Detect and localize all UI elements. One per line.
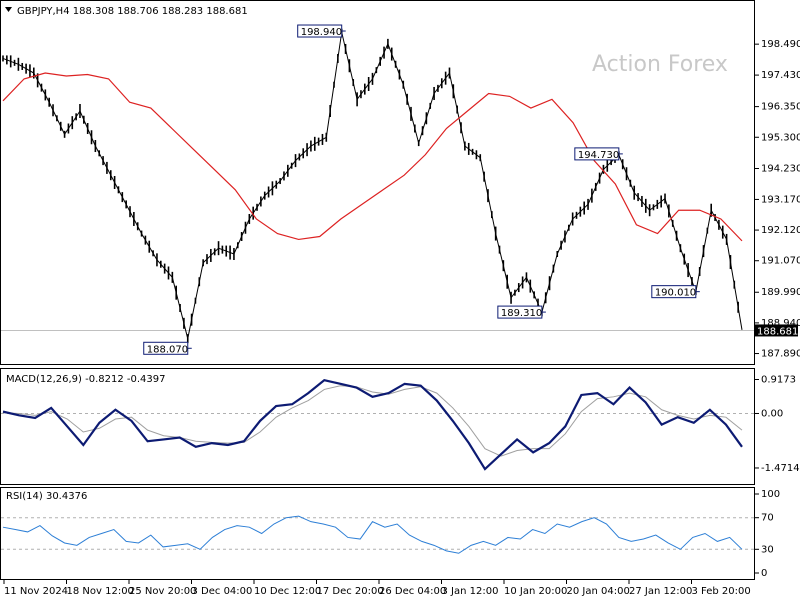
macd-axis: 0.9173 0.00 -1.4714: [1, 375, 800, 474]
time-tick-label: 26 Dec 04:00: [379, 586, 446, 597]
time-tick-label: 10 Dec 12:00: [254, 586, 321, 597]
price-tick-label: 187.890: [761, 349, 800, 360]
time-tick-label: 17 Dec 20:00: [317, 586, 384, 597]
price-tick-label: 195.300: [761, 132, 800, 143]
price-callout-label: 190.010: [655, 288, 696, 299]
macd-tick-label: 0.9173: [761, 375, 796, 386]
macd-title: MACD(12,26,9) -0.8212 -0.4397: [6, 374, 166, 385]
time-tick-label: 27 Jan 12:00: [629, 586, 692, 597]
time-tick-label: 3 Jan 12:00: [442, 586, 499, 597]
rsi-tick-label: 30: [761, 544, 774, 555]
rsi-pane-frame: [0, 487, 755, 580]
rsi-tick-label: 70: [761, 513, 774, 524]
rsi-tick-label: 100: [761, 489, 780, 500]
price-tick-label: 196.350: [761, 102, 800, 113]
rsi-line: [2, 515, 743, 554]
watermark: Action Forex: [592, 52, 728, 77]
rsi-title: RSI(14) 30.4376: [6, 491, 87, 502]
current-price-label: 188.681: [757, 326, 798, 337]
price-callout-label: 198.940: [301, 27, 342, 38]
price-tick-label: 193.170: [761, 194, 800, 205]
moving-average-line: [2, 72, 743, 242]
current-price-tag: [755, 324, 798, 337]
time-tick-label: 3 Feb 20:00: [692, 586, 751, 597]
price-tick-label: 197.430: [761, 70, 800, 81]
price-callouts: 198.940 194.730 190.010 189.310 188.070: [143, 24, 700, 355]
price-callout-label: 194.730: [578, 150, 619, 161]
macd-pane-frame: [0, 368, 755, 485]
time-tick-label: 25 Nov 20:00: [129, 586, 196, 597]
price-tick-label: 189.990: [761, 287, 800, 298]
price-tick-label: 188.940: [761, 318, 800, 329]
price-tick-label: 198.490: [761, 39, 800, 50]
rsi-axis: 100 70 30 0: [1, 489, 780, 579]
price-tick-label: 191.070: [761, 256, 800, 267]
symbol-dropdown-icon[interactable]: [5, 7, 12, 12]
macd-main-line: [2, 378, 743, 471]
time-tick-label: 10 Jan 20:00: [504, 586, 567, 597]
time-tick-label: 18 Nov 12:00: [67, 586, 134, 597]
symbol-info-line: GBPJPY,H4 188.308 188.706 188.283 188.68…: [17, 6, 248, 17]
time-tick-label: 20 Jan 04:00: [567, 586, 630, 597]
price-callout-box: [497, 305, 543, 319]
price-axis: 198.490 197.430 196.350 195.300 194.230 193.1…: [755, 39, 800, 360]
time-tick-label: 11 Nov 2024: [4, 586, 68, 597]
price-tick-label: 194.230: [761, 163, 800, 174]
price-callout-label: 188.070: [147, 344, 188, 355]
time-tick-label: 3 Dec 04:00: [192, 586, 253, 597]
macd-tick-label: -1.4714: [761, 463, 800, 474]
rsi-tick-label: 0: [761, 568, 767, 579]
price-pane-frame: [0, 0, 755, 365]
price-tick-label: 192.120: [761, 225, 800, 236]
macd-tick-label: 0.00: [761, 408, 783, 419]
price-callout-label: 189.310: [501, 308, 542, 319]
